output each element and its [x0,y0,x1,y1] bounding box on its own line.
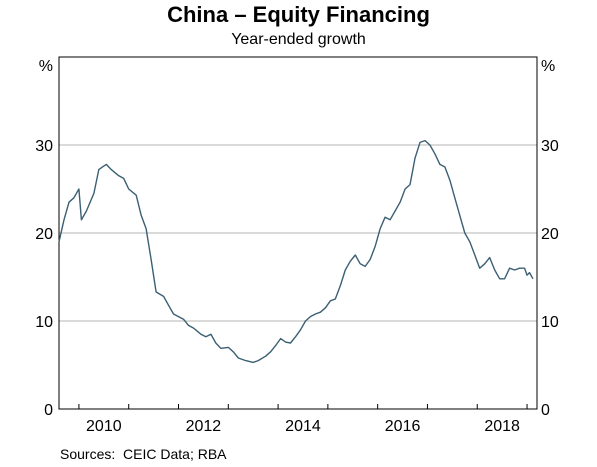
x-tick-label: 2012 [186,418,222,435]
y-tick-label-right: 20 [541,226,559,243]
source-note: Sources: CEIC Data; RBA [60,446,227,462]
y-tick-label-right: 30 [541,138,559,155]
y-ticks-left: 0 10 20 30 [35,138,53,419]
series-line [58,139,534,364]
y-tick-label-left: 30 [35,138,53,155]
series-group [58,139,534,364]
y-tick-label-right: 0 [541,402,550,419]
y-tick-label-left: 10 [35,314,53,331]
x-tick-label: 2014 [285,418,321,435]
plot-frame [58,56,538,410]
x-tick-label: 2010 [86,418,122,435]
chart-subtitle: Year-ended growth [231,31,366,48]
y-tick-label-left: 20 [35,226,53,243]
chart-title: China – Equity Financing [167,2,430,27]
y-unit-left: % [39,58,53,75]
y-unit-right: % [541,58,555,75]
y-tick-label-right: 10 [541,314,559,331]
grid-lines [59,144,537,322]
x-ticks: 2010 2012 2014 2016 2018 [78,404,528,435]
y-ticks-right: 0 10 20 30 [541,138,559,419]
y-tick-label-left: 0 [44,402,53,419]
x-tick-label: 2016 [385,418,421,435]
x-tick-label: 2018 [484,418,520,435]
